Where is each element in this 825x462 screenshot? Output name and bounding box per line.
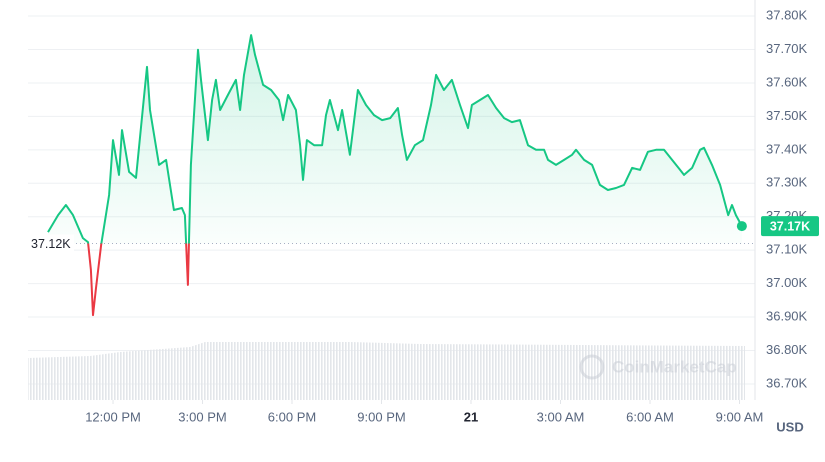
x-tick-label: 6:00 PM	[268, 409, 316, 424]
x-tick-label: 3:00 PM	[178, 409, 226, 424]
price-line	[47, 34, 743, 317]
baseline-label: 37.12K	[31, 237, 71, 251]
watermark: CoinMarketCap	[579, 354, 737, 380]
volume-bars	[28, 342, 745, 400]
price-label: 37.17K	[770, 219, 810, 233]
y-tick-label: 36.80K	[766, 342, 808, 357]
x-tick-label: 12:00 PM	[85, 409, 141, 424]
y-tick-label: 37.70K	[766, 41, 808, 56]
x-tick-label: 6:00 AM	[626, 409, 674, 424]
x-tick-label: 3:00 AM	[537, 409, 585, 424]
price-label-bg	[761, 216, 819, 237]
y-tick-label: 37.40K	[766, 141, 808, 156]
y-tick-label: 37.30K	[766, 175, 808, 190]
y-unit: USD	[776, 419, 803, 434]
x-tick-label: 21	[464, 409, 478, 424]
y-tick-label: 36.70K	[766, 375, 808, 390]
y-tick-label: 37.10K	[766, 242, 808, 257]
y-tick-label: 37.60K	[766, 74, 808, 89]
last-point	[736, 221, 747, 232]
price-area	[48, 35, 742, 244]
y-tick-label: 37.80K	[766, 7, 808, 22]
watermark-text: CoinMarketCap	[612, 357, 737, 376]
y-tick-label: 37.00K	[766, 275, 808, 290]
x-tick-label: 9:00 PM	[357, 409, 405, 424]
baseline-label-bg	[28, 234, 74, 253]
y-tick-label: 37.50K	[766, 108, 808, 123]
y-tick-label: 36.90K	[766, 308, 808, 323]
x-tick-label: 9:00 AM	[716, 409, 764, 424]
